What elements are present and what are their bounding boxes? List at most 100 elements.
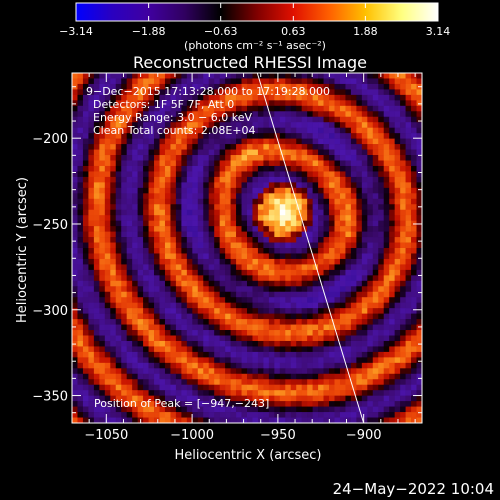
heatmap-cell xyxy=(312,362,319,369)
heatmap-cell xyxy=(323,215,330,221)
heatmap-cell xyxy=(164,395,171,402)
heatmap-cell xyxy=(170,204,177,211)
heatmap-cell xyxy=(372,105,379,112)
heatmap-cell xyxy=(115,406,122,413)
heatmap-cell xyxy=(400,351,406,358)
heatmap-cell xyxy=(268,417,275,423)
heatmap-cell xyxy=(99,138,106,145)
heatmap-cell xyxy=(296,248,302,254)
heatmap-cell xyxy=(93,182,100,189)
heatmap-cell xyxy=(356,231,363,238)
heatmap-cell xyxy=(77,258,84,265)
heatmap-cell xyxy=(296,155,302,161)
heatmap-cell xyxy=(164,346,171,353)
heatmap-cell xyxy=(323,237,330,243)
heatmap-cell xyxy=(252,187,259,194)
heatmap-cell xyxy=(372,83,379,90)
heatmap-cell xyxy=(203,258,210,265)
heatmap-cell xyxy=(257,78,264,85)
heatmap-cell xyxy=(389,116,395,123)
heatmap-cell xyxy=(181,94,188,101)
heatmap-cell xyxy=(296,330,302,336)
heatmap-cell xyxy=(99,264,106,271)
heatmap-cell xyxy=(110,269,117,276)
heatmap-cell xyxy=(378,187,385,194)
heatmap-cell xyxy=(257,248,264,254)
heatmap-cell xyxy=(93,187,100,194)
heatmap-cell xyxy=(350,187,357,194)
heatmap-cell xyxy=(307,324,313,331)
heatmap-cell xyxy=(121,89,127,96)
heatmap-cell xyxy=(236,193,242,200)
heatmap-cell xyxy=(263,346,270,353)
heatmap-cell xyxy=(318,144,324,150)
heatmap-cell xyxy=(345,209,352,216)
heatmap-cell xyxy=(279,395,286,402)
heatmap-cell xyxy=(334,144,341,150)
heatmap-cell xyxy=(236,204,242,211)
heatmap-cell xyxy=(208,182,215,189)
heatmap-cell xyxy=(126,368,133,375)
heatmap-cell xyxy=(197,330,204,336)
heatmap-cell xyxy=(334,187,341,194)
heatmap-cell xyxy=(219,291,226,298)
heatmap-cell xyxy=(175,390,182,396)
heatmap-cell xyxy=(416,319,422,325)
heatmap-cell xyxy=(170,417,177,423)
heatmap-cell xyxy=(307,401,313,407)
heatmap-cell xyxy=(126,258,133,265)
heatmap-cell xyxy=(405,297,412,303)
heatmap-cell xyxy=(356,401,363,407)
heatmap-cell xyxy=(82,248,89,254)
heatmap-cell xyxy=(323,165,330,172)
heatmap-cell xyxy=(192,193,199,200)
heatmap-cell xyxy=(367,122,374,128)
heatmap-cell xyxy=(181,248,188,254)
heatmap-cell xyxy=(367,275,374,282)
heatmap-cell xyxy=(361,286,368,293)
heatmap-cell xyxy=(257,319,264,325)
heatmap-cell xyxy=(241,89,248,96)
heatmap-cell xyxy=(219,182,226,189)
heatmap-cell xyxy=(104,187,111,194)
heatmap-cell xyxy=(367,105,374,112)
plot-frame xyxy=(71,72,423,424)
heatmap-cell xyxy=(72,237,78,243)
heatmap-cell xyxy=(389,417,395,423)
heatmap-cell xyxy=(372,237,379,243)
heatmap-cell xyxy=(110,313,117,320)
heatmap-cell xyxy=(400,193,406,200)
heatmap-cell xyxy=(159,401,166,407)
heatmap-cell xyxy=(181,220,188,227)
heatmap-cell xyxy=(186,351,193,358)
heatmap-cell xyxy=(203,111,210,118)
heatmap-cell xyxy=(170,237,177,243)
heatmap-cell xyxy=(225,373,231,380)
heatmap-cell xyxy=(72,138,78,145)
heatmap-cell xyxy=(203,149,210,156)
heatmap-cell xyxy=(154,165,160,172)
heatmap-cell xyxy=(186,193,193,200)
heatmap-cell xyxy=(121,324,127,331)
heatmap-cell xyxy=(164,319,171,325)
heatmap-cell xyxy=(186,362,193,369)
heatmap-cell xyxy=(367,406,374,413)
heatmap-cell xyxy=(416,133,422,139)
heatmap-cell xyxy=(411,226,417,232)
heatmap-cell xyxy=(72,357,78,364)
heatmap-cell xyxy=(378,313,385,320)
heatmap-cell xyxy=(378,204,385,211)
heatmap-cell xyxy=(154,357,160,364)
heatmap-cell xyxy=(318,417,324,423)
heatmap-cell xyxy=(197,105,204,112)
heatmap-cell xyxy=(225,258,231,265)
heatmap-cell xyxy=(186,204,193,211)
heatmap-cell xyxy=(257,209,264,216)
heatmap-cell xyxy=(99,248,106,254)
heatmap-cell xyxy=(378,351,385,358)
heatmap-cell xyxy=(126,330,133,336)
heatmap-cell xyxy=(367,73,374,79)
heatmap-cell xyxy=(208,83,215,90)
heatmap-cell xyxy=(323,330,330,336)
heatmap-cell xyxy=(132,297,138,303)
